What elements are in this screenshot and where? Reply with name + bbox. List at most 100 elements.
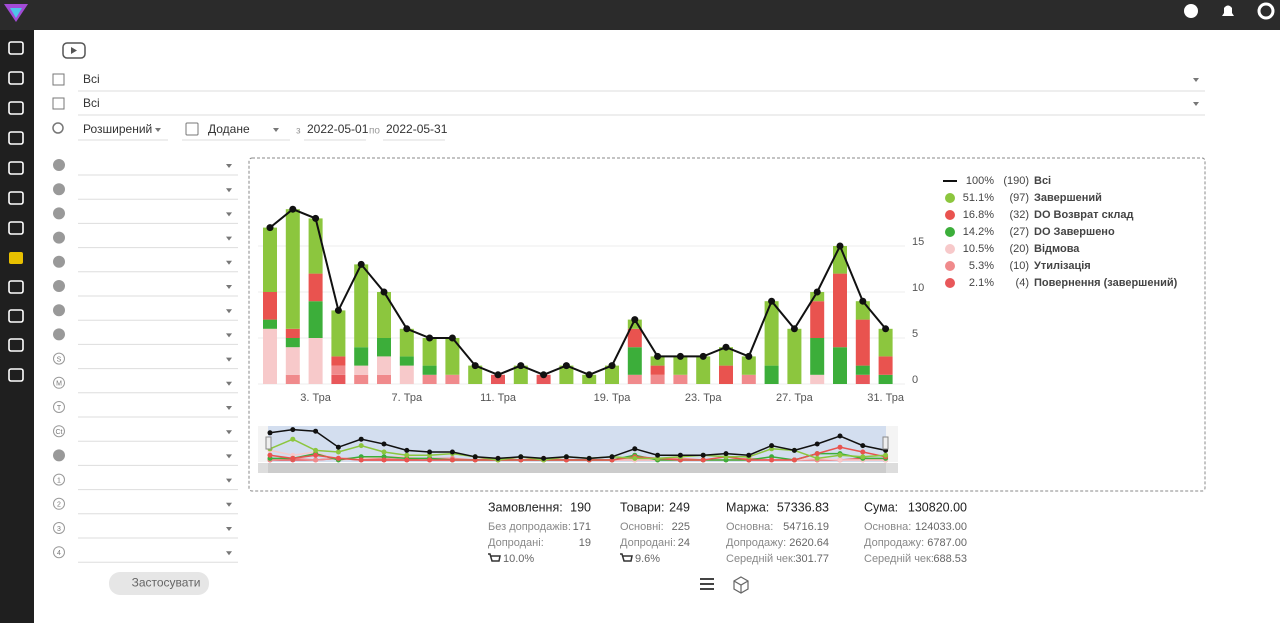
navigator-point [837, 433, 843, 439]
legend-marker[interactable] [945, 278, 955, 288]
sidebar-icon[interactable] [8, 161, 24, 175]
bar-segment [354, 347, 369, 366]
date-to[interactable]: 2022-05-31 [386, 122, 448, 136]
stat-value: 57336.83 [777, 500, 829, 514]
select-value[interactable]: Всі [83, 96, 100, 110]
bar-segment [650, 356, 665, 366]
navigator-point [791, 457, 797, 463]
search-mode[interactable]: Розширений [83, 122, 152, 136]
navigator-handle[interactable] [265, 436, 272, 450]
legend-marker[interactable] [945, 210, 955, 220]
x-tick-label: 23. Тра [685, 392, 723, 404]
bar-segment [878, 374, 893, 384]
legend-marker[interactable] [945, 261, 955, 271]
filter-icon-label: 2 [57, 502, 61, 509]
legend-percent: 51.1% [963, 192, 994, 204]
sidebar-icon[interactable] [9, 252, 23, 264]
dropdown-arrow[interactable] [226, 236, 232, 241]
navigator-point [358, 443, 364, 449]
dropdown-arrow[interactable] [226, 333, 232, 338]
stat-row-value: 171 [573, 521, 591, 533]
dropdown-arrow[interactable] [226, 260, 232, 265]
legend-name[interactable]: DO Завершено [1034, 226, 1115, 238]
legend-name[interactable]: Відмова [1034, 243, 1080, 255]
scrollbar-thumb[interactable] [268, 463, 886, 473]
total-point [426, 334, 434, 342]
bar-segment [468, 365, 483, 384]
apply-button[interactable] [109, 572, 209, 595]
dropdown-arrow[interactable] [226, 502, 232, 507]
stat-row-label: Без допродажів: [488, 521, 571, 533]
sidebar-icon[interactable] [8, 71, 24, 85]
bar-segment [354, 264, 369, 348]
sidebar-icon[interactable] [8, 131, 24, 145]
bar-segment [263, 328, 277, 384]
dropdown-arrow[interactable] [226, 551, 232, 556]
navigator-point [609, 454, 615, 460]
sidebar-icon[interactable] [8, 41, 24, 55]
dropdown-arrow[interactable] [226, 527, 232, 531]
sidebar-icon[interactable] [8, 221, 24, 235]
date-type[interactable]: Додане [208, 122, 250, 136]
total-point [768, 297, 776, 305]
legend-name[interactable]: Всі [1034, 175, 1051, 187]
stat-value: 190 [570, 500, 591, 514]
legend-count: (97) [1009, 192, 1029, 204]
bell-icon[interactable] [1222, 5, 1234, 17]
dropdown-arrow[interactable] [226, 309, 232, 314]
dropdown-arrow[interactable] [226, 285, 232, 289]
navigator-selection[interactable] [268, 426, 886, 462]
sidebar-icon[interactable] [8, 368, 24, 382]
legend-percent: 5.3% [969, 260, 994, 272]
legend-name[interactable]: Утилізація [1034, 260, 1091, 272]
sidebar-icon[interactable] [8, 309, 24, 323]
sidebar-icon[interactable] [8, 280, 24, 294]
bar-segment [331, 365, 346, 375]
dropdown-arrow[interactable] [226, 212, 232, 217]
navigator-point [860, 443, 866, 449]
total-point [790, 325, 798, 333]
dropdown-arrow[interactable] [226, 430, 232, 435]
legend-marker[interactable] [945, 193, 955, 203]
legend-name[interactable]: Повернення (завершений) [1034, 277, 1178, 289]
bar-segment [308, 218, 323, 274]
navigator-point [700, 452, 706, 458]
sidebar-icon[interactable] [8, 338, 24, 352]
user-icon[interactable] [1184, 4, 1198, 18]
navigator-handle[interactable] [882, 436, 889, 450]
legend-name[interactable]: Завершений [1034, 192, 1102, 204]
sidebar-icon[interactable] [8, 101, 24, 115]
navigator-point [746, 452, 752, 458]
filter-icon [53, 183, 65, 196]
total-point [562, 362, 570, 370]
date-from[interactable]: 2022-05-01 [307, 122, 369, 136]
dropdown-arrow[interactable] [226, 357, 232, 362]
legend-name[interactable]: DO Возврат склад [1034, 209, 1133, 221]
navigator-point [518, 454, 524, 460]
dropdown-arrow[interactable] [226, 478, 232, 483]
select-value[interactable]: Всі [83, 72, 100, 86]
legend-marker[interactable] [945, 227, 955, 237]
dropdown-arrow[interactable] [226, 164, 232, 168]
dropdown-arrow[interactable] [226, 381, 232, 386]
bar-segment [263, 292, 277, 320]
filter-icon [53, 159, 65, 171]
box-icon[interactable] [733, 576, 749, 594]
sidebar-icon[interactable] [8, 191, 24, 205]
legend-marker[interactable] [945, 244, 955, 254]
list-icon[interactable] [700, 578, 714, 590]
video-button[interactable] [62, 42, 86, 59]
bar-segment [627, 319, 642, 329]
navigator-point [404, 452, 410, 458]
filter-icon [53, 207, 65, 220]
chart: 0 5 10 15 3. Тра 7. Тра 11. Тра 19. Тра 23. Тра 2… [258, 175, 1178, 473]
bar-segment [582, 374, 597, 384]
dropdown-arrow[interactable] [226, 454, 232, 459]
dropdown-arrow[interactable] [226, 406, 232, 410]
bar-segment [331, 374, 346, 384]
navigator-point [632, 455, 638, 461]
support-icon[interactable] [1257, 2, 1275, 20]
legend-count: (10) [1009, 260, 1029, 272]
dropdown-arrow[interactable] [226, 188, 232, 193]
navigator-point [814, 455, 820, 461]
